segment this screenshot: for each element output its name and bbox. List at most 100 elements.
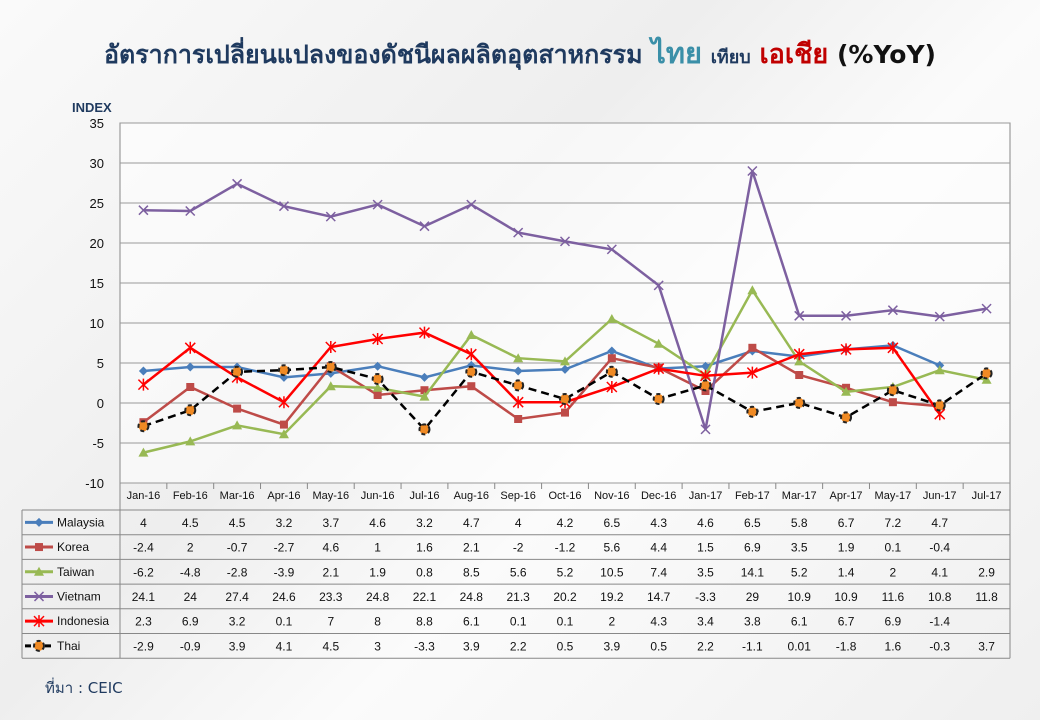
data-point-thai bbox=[980, 367, 993, 380]
table-cell-vietnam: 10.9 bbox=[834, 590, 858, 604]
x-tick-label: May-17 bbox=[875, 490, 912, 502]
data-point-korea bbox=[420, 386, 429, 395]
data-point-vietnam bbox=[794, 310, 805, 321]
table-cell-thai: 4.1 bbox=[276, 639, 293, 653]
table-cell-malaysia: 4.6 bbox=[369, 516, 386, 530]
table-cell-korea: 0.1 bbox=[885, 541, 902, 555]
table-cell-taiwan: 7.4 bbox=[650, 565, 667, 579]
table-cell-vietnam: 21.3 bbox=[506, 590, 530, 604]
legend-marker-indonesia bbox=[33, 615, 45, 628]
series-line-malaysia bbox=[143, 344, 941, 379]
data-point-indonesia bbox=[746, 366, 758, 379]
table-cell-korea: -2 bbox=[513, 541, 524, 555]
data-point-vietnam bbox=[887, 305, 898, 316]
y-tick-label: -10 bbox=[85, 476, 104, 491]
data-point-indonesia bbox=[512, 396, 524, 409]
table-cell-vietnam: 20.2 bbox=[553, 590, 577, 604]
y-tick-label: 0 bbox=[97, 396, 104, 411]
data-point-korea bbox=[279, 420, 288, 429]
table-cell-vietnam: 24.8 bbox=[460, 590, 484, 604]
x-tick-label: Jun-17 bbox=[923, 490, 957, 502]
table-cell-vietnam: 29 bbox=[746, 590, 760, 604]
table-cell-taiwan: 5.2 bbox=[791, 565, 808, 579]
x-tick-label: Jul-17 bbox=[972, 490, 1002, 502]
x-tick-label: May-16 bbox=[312, 490, 349, 502]
legend-marker-malaysia bbox=[34, 517, 44, 527]
y-tick-label: 10 bbox=[90, 316, 104, 331]
data-point-vietnam bbox=[934, 311, 945, 322]
table-cell-malaysia: 4.7 bbox=[931, 516, 948, 530]
table-cell-taiwan: -3.9 bbox=[274, 565, 295, 579]
data-point-malaysia bbox=[560, 364, 570, 374]
data-point-taiwan bbox=[372, 382, 383, 392]
legend-label-indonesia: Indonesia bbox=[57, 614, 109, 628]
table-cell-taiwan: 2.9 bbox=[978, 565, 995, 579]
table-cell-indonesia: 6.9 bbox=[885, 615, 902, 629]
data-point-thai bbox=[746, 405, 759, 418]
table-cell-vietnam: 14.7 bbox=[647, 590, 671, 604]
source-note: ที่มา : CEIC bbox=[45, 679, 123, 697]
data-point-indonesia bbox=[278, 396, 290, 409]
table-cell-indonesia: 4.3 bbox=[650, 615, 667, 629]
x-tick-label: Apr-16 bbox=[267, 490, 300, 502]
table-cell-taiwan: 4.1 bbox=[931, 565, 948, 579]
data-point-vietnam bbox=[981, 303, 992, 314]
table-cell-malaysia: 6.7 bbox=[838, 516, 855, 530]
legend-marker-taiwan bbox=[34, 566, 44, 576]
data-point-thai bbox=[418, 423, 431, 436]
data-point-korea bbox=[748, 343, 757, 352]
table-cell-vietnam: 22.1 bbox=[413, 590, 437, 604]
table-cell-thai: 3.9 bbox=[463, 639, 480, 653]
data-point-taiwan bbox=[513, 353, 524, 363]
legend-label-malaysia: Malaysia bbox=[57, 515, 105, 529]
table-cell-korea: 6.9 bbox=[744, 541, 761, 555]
y-tick-label: 35 bbox=[90, 116, 104, 131]
data-point-malaysia bbox=[607, 346, 617, 356]
data-point-thai bbox=[371, 373, 384, 385]
data-point-indonesia bbox=[793, 348, 805, 361]
data-point-vietnam bbox=[747, 165, 758, 177]
data-point-thai bbox=[512, 379, 525, 392]
table-cell-taiwan: 5.6 bbox=[510, 565, 527, 579]
table-cell-indonesia: 0.1 bbox=[510, 615, 527, 629]
data-point-thai bbox=[137, 420, 150, 433]
data-point-taiwan bbox=[185, 436, 196, 446]
table-cell-vietnam: 24 bbox=[184, 590, 198, 604]
table-cell-indonesia: 0.1 bbox=[276, 615, 293, 629]
table-cell-korea: -0.7 bbox=[227, 541, 248, 555]
table-cell-korea: -2.4 bbox=[133, 541, 154, 555]
table-cell-malaysia: 4.3 bbox=[650, 516, 667, 530]
table-cell-vietnam: 11.6 bbox=[882, 590, 905, 604]
table-cell-korea: 1.9 bbox=[838, 541, 855, 555]
table-cell-malaysia: 4 bbox=[140, 516, 147, 530]
table-cell-thai: 0.5 bbox=[557, 639, 574, 653]
table-cell-thai: -0.3 bbox=[929, 639, 950, 653]
y-tick-label: 20 bbox=[90, 236, 104, 251]
table-cell-thai: -3.3 bbox=[414, 639, 435, 653]
data-point-thai bbox=[652, 393, 665, 405]
data-point-thai bbox=[559, 393, 571, 405]
data-point-korea bbox=[373, 391, 382, 399]
table-cell-taiwan: 2.1 bbox=[322, 565, 339, 579]
data-point-thai bbox=[184, 404, 197, 417]
table-cell-taiwan: -6.2 bbox=[133, 565, 154, 579]
table-cell-indonesia: 8 bbox=[374, 615, 381, 629]
table-cell-malaysia: 4.2 bbox=[557, 516, 574, 530]
data-point-indonesia bbox=[184, 341, 196, 354]
data-point-thai bbox=[886, 384, 899, 397]
y-tick-label: 25 bbox=[90, 196, 104, 211]
x-tick-label: Feb-16 bbox=[173, 490, 208, 502]
table-cell-vietnam: 24.8 bbox=[366, 590, 390, 604]
table-cell-vietnam: 10.9 bbox=[788, 590, 812, 604]
x-tick-label: Mar-17 bbox=[782, 490, 817, 502]
data-point-thai bbox=[933, 399, 946, 412]
table-cell-vietnam: 27.4 bbox=[225, 590, 249, 604]
chart-title: อัตราการเปลี่ยนแปลงของดัชนีผลผลิตอุตสาหก… bbox=[0, 30, 1040, 76]
table-cell-taiwan: 1.9 bbox=[369, 565, 386, 579]
table-cell-taiwan: 5.2 bbox=[557, 565, 574, 579]
table-cell-thai: 0.01 bbox=[788, 639, 812, 653]
table-cell-vietnam: 24.1 bbox=[132, 590, 156, 604]
table-cell-indonesia: 3.2 bbox=[229, 615, 246, 629]
data-point-korea bbox=[514, 415, 523, 423]
table-cell-taiwan: 10.5 bbox=[600, 565, 624, 579]
